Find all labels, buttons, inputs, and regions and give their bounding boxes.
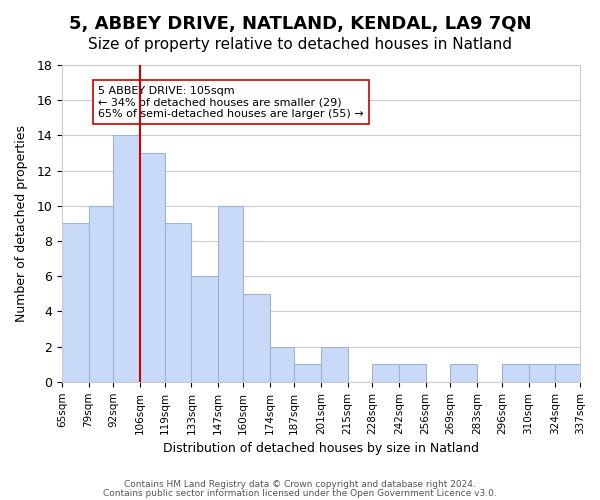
Bar [294,364,321,382]
Bar [113,136,140,382]
Bar [399,364,426,382]
Bar [269,346,294,382]
Y-axis label: Number of detached properties: Number of detached properties [15,125,28,322]
Bar [502,364,529,382]
Text: 5 ABBEY DRIVE: 105sqm
← 34% of detached houses are smaller (29)
65% of semi-deta: 5 ABBEY DRIVE: 105sqm ← 34% of detached … [98,86,364,119]
Bar [243,294,269,382]
Bar [165,224,191,382]
Bar [373,364,399,382]
Text: Contains HM Land Registry data © Crown copyright and database right 2024.: Contains HM Land Registry data © Crown c… [124,480,476,489]
Bar [62,224,89,382]
X-axis label: Distribution of detached houses by size in Natland: Distribution of detached houses by size … [163,442,479,455]
Bar [218,206,243,382]
Bar [451,364,477,382]
Text: Contains public sector information licensed under the Open Government Licence v3: Contains public sector information licen… [103,489,497,498]
Bar [529,364,555,382]
Bar [191,276,218,382]
Bar [555,364,580,382]
Bar [140,153,165,382]
Text: Size of property relative to detached houses in Natland: Size of property relative to detached ho… [88,38,512,52]
Bar [321,346,347,382]
Bar [89,206,113,382]
Text: 5, ABBEY DRIVE, NATLAND, KENDAL, LA9 7QN: 5, ABBEY DRIVE, NATLAND, KENDAL, LA9 7QN [69,15,531,33]
